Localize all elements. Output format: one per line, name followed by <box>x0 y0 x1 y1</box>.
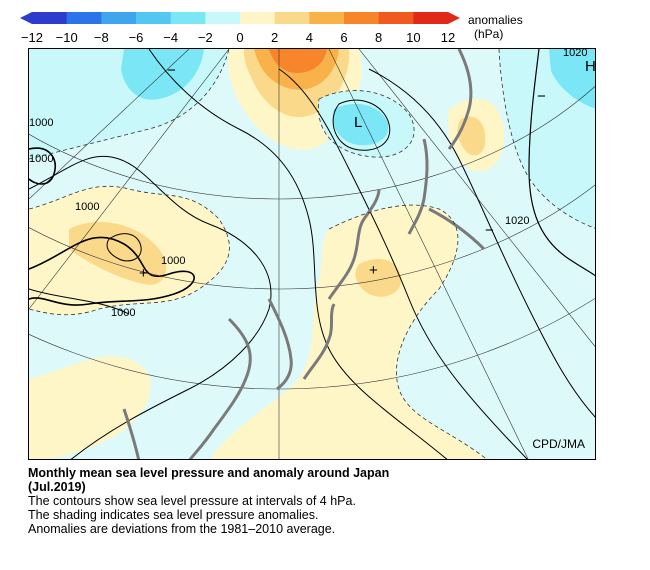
legend-arrow-right <box>448 12 460 24</box>
caption-title: Monthly mean sea level pressure and anom… <box>28 466 390 480</box>
contour-label-1000-central: 1000 <box>161 255 186 267</box>
legend-units: anomalies (hPa) <box>468 13 523 41</box>
legend-swatch <box>66 12 102 24</box>
legend-tick-label: −8 <box>93 30 109 45</box>
isobar-low-center <box>332 99 391 151</box>
legend-swatch <box>240 12 276 24</box>
legend-tick-label: 2 <box>271 30 279 45</box>
pressure-centers: L H + + − − − <box>139 58 596 282</box>
legend-swatch <box>205 12 241 24</box>
positive-anomaly-east <box>210 205 487 459</box>
coast-kamchatka <box>447 49 473 150</box>
contour-label-1000-w: 1000 <box>29 153 54 165</box>
anomaly-color-legend: −12 −10 −8 −6 −4 −2 0 2 4 6 8 10 12 anomalies (hPa) <box>20 8 540 48</box>
coast-philippines <box>122 408 141 459</box>
legend-swatch <box>136 12 172 24</box>
coastlines <box>122 49 486 459</box>
legend-swatch <box>309 12 345 24</box>
zero-anomaly-lines <box>29 49 595 459</box>
negative-anomaly-east-core <box>549 49 595 109</box>
isobar-1004 <box>29 155 272 459</box>
legend-tick-label: 10 <box>406 30 421 45</box>
anomaly-shading <box>29 49 595 459</box>
map-canvas: L H + + − − − <box>29 49 596 459</box>
caption-line-contours: The contours show sea level pressure at … <box>28 494 356 508</box>
legend-swatch <box>378 12 414 24</box>
negative-anomaly-nw-core <box>121 49 204 100</box>
legend-tick-label: −12 <box>20 30 44 45</box>
isobar-1000-south <box>29 288 130 315</box>
legend-tick-label: −6 <box>128 30 144 45</box>
legend-tick-label: −2 <box>197 30 213 45</box>
legend-swatch <box>101 12 137 24</box>
legend-tick-label: −10 <box>55 30 78 45</box>
isobar-1016 <box>368 68 595 418</box>
legend-tick-label: 12 <box>440 30 456 45</box>
legend-units-line2: (hPa) <box>474 27 504 41</box>
legend-tick-label: 4 <box>305 30 313 45</box>
map-credit: CPD/JMA <box>532 437 585 451</box>
peak-anomaly-north <box>269 49 327 73</box>
caption-line-anomalies: Anomalies are deviations from the 1981–2… <box>28 522 336 536</box>
negative-anomaly-center-core <box>332 103 389 146</box>
legend-swatch <box>170 12 206 24</box>
contour-label-1020-ne: 1020 <box>563 48 588 59</box>
pressure-anomaly-map: L H + + − − − 1000 1000 1000 1000 1000 1… <box>28 48 596 460</box>
legend-swatch <box>413 12 449 24</box>
isobar-1008 <box>148 49 448 459</box>
isobar-low-west <box>106 233 142 262</box>
caption-line-shading: The shading indicates sea level pressure… <box>28 508 319 522</box>
coast-kurils <box>428 207 486 251</box>
isobar-1012 <box>278 68 528 459</box>
legend-tick-label: 6 <box>340 30 348 45</box>
map-caption: Monthly mean sea level pressure and anom… <box>28 466 628 536</box>
coast-japan-honshu <box>327 188 381 300</box>
contour-label-1000-south: 1000 <box>111 307 136 319</box>
legend-tick-label: 0 <box>236 30 244 45</box>
coast-korea <box>267 298 293 391</box>
low-center-symbol: L <box>354 114 362 131</box>
positive-anomaly-south <box>29 356 151 459</box>
legend-swatch <box>274 12 310 24</box>
legend-tick-label: 8 <box>375 30 383 45</box>
coast-china-east <box>188 317 252 459</box>
legend-tick-label: −4 <box>163 30 179 45</box>
legend-arrow-left <box>20 12 32 24</box>
minus-symbol-east: − <box>537 88 546 105</box>
isobars <box>29 49 595 459</box>
contour-label-1000-china: 1000 <box>75 201 100 213</box>
isobar-1000-west <box>29 236 195 306</box>
coast-japan-kyushu <box>302 303 336 380</box>
plus-symbol-japan: + <box>369 262 378 279</box>
contour-label-1020-e: 1020 <box>505 215 530 227</box>
minus-symbol-nw: − <box>167 62 176 79</box>
coast-sakhalin <box>407 138 429 235</box>
moderate-anomaly-japan <box>355 259 402 297</box>
legend-swatch <box>344 12 380 24</box>
high-center-symbol: H <box>585 58 596 75</box>
contour-label-1000-nw: 1000 <box>29 117 54 129</box>
legend-swatch <box>32 12 68 24</box>
isobar-1020 <box>528 49 595 277</box>
legend-units-line1: anomalies <box>468 13 523 27</box>
caption-period: (Jul.2019) <box>28 480 86 494</box>
plus-symbol-west: + <box>139 265 148 282</box>
legend-colorbar <box>20 12 460 24</box>
minus-symbol-pacific: − <box>485 222 494 239</box>
isobar-north-west <box>29 147 56 185</box>
